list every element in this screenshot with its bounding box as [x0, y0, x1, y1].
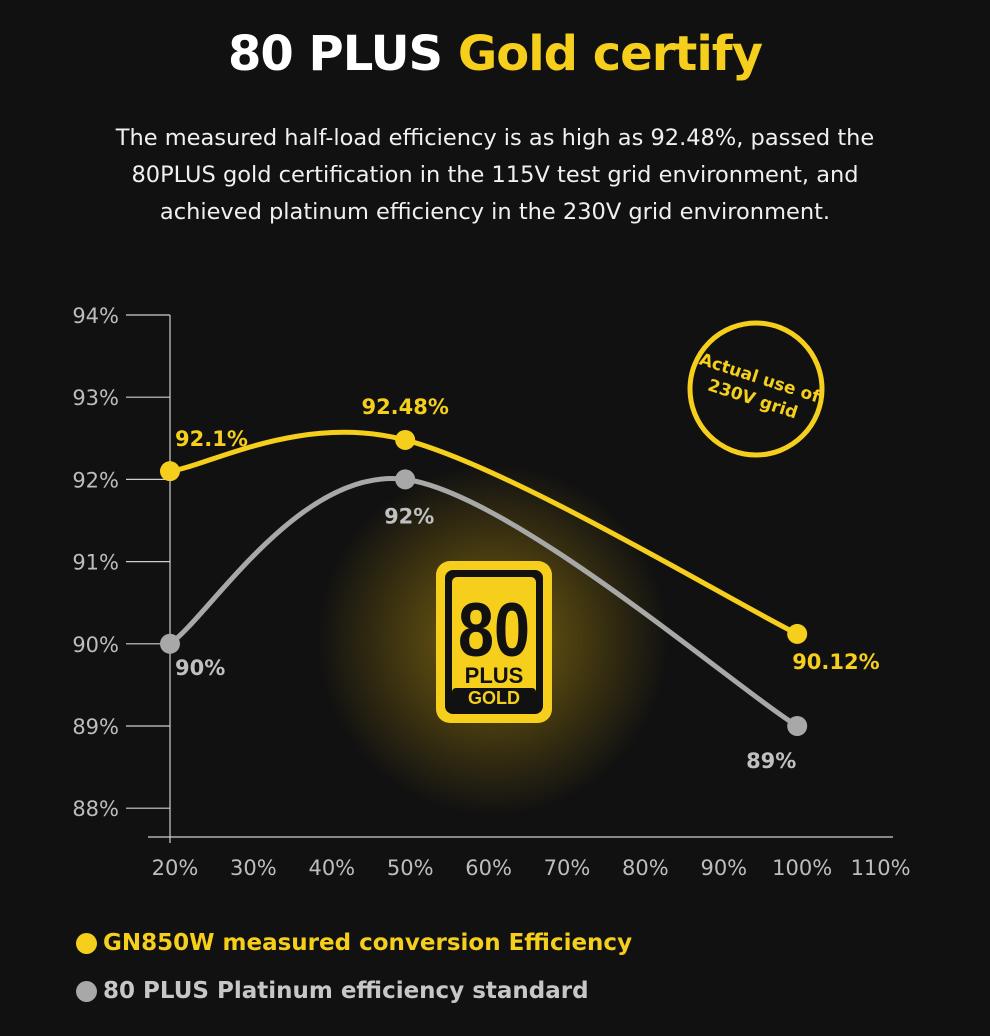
chart-axes: 94% 93% 92% 91% 90% 89% 88% 20% 30% 40% 50% 60% 70% 8…: [72, 304, 910, 880]
80-plus-gold-logo: 80 PLUS GOLD: [436, 561, 552, 723]
x-tick-label: 80%: [622, 856, 669, 880]
data-label-standard: 90%: [175, 656, 225, 680]
series-line-measured: [167, 429, 800, 637]
data-label-standard: 92%: [384, 504, 434, 528]
data-point-measured: [160, 461, 180, 482]
data-point-measured: [395, 429, 416, 450]
y-tick-label: 93%: [72, 386, 119, 410]
legend-label-standard: 80 PLUS Platinum efficiency standard: [103, 978, 589, 1004]
legend-item-standard: 80 PLUS Platinum efficiency standard: [76, 978, 589, 1004]
data-point-measured: [787, 623, 808, 644]
x-tick-label: 90%: [700, 856, 747, 880]
data-point-standard: [395, 469, 416, 490]
y-tick-label: 89%: [72, 715, 119, 739]
230v-grid-badge: Actual use of 230V grid: [687, 320, 825, 458]
x-tick-label: 110%: [851, 856, 911, 880]
y-tick-label: 88%: [72, 797, 119, 821]
legend-dot-gold: [76, 932, 97, 954]
y-tick-label: 90%: [72, 633, 119, 657]
legend-dot-gray: [76, 980, 97, 1002]
efficiency-chart: 94% 93% 92% 91% 90% 89% 88% 20% 30% 40% 50% 60% 70% 8…: [72, 304, 910, 880]
title-white: 80 PLUS: [228, 26, 443, 82]
data-label-measured: 92.48%: [361, 395, 448, 419]
x-tick-label: 100%: [772, 856, 832, 880]
x-tick-label: 40%: [308, 856, 355, 880]
y-tick-label: 92%: [72, 468, 119, 492]
x-tick-label: 20%: [152, 856, 199, 880]
logo-number: 80: [458, 588, 530, 673]
page-title: 80 PLUS Gold certify: [0, 26, 990, 82]
data-label-measured: 92.1%: [175, 427, 248, 451]
data-label-measured: 90.12%: [792, 650, 879, 674]
y-tick-label: 91%: [72, 551, 119, 575]
chart-series: 90% 92% 89% 92.1% 92.48% 90.12%: [160, 395, 880, 773]
data-point-standard: [160, 633, 180, 654]
legend-item-measured: GN850W measured conversion Efficiency: [76, 930, 632, 956]
title-gold: Gold certify: [457, 26, 763, 82]
y-tick-label: 94%: [72, 304, 119, 328]
logo-plus: PLUS: [465, 663, 524, 688]
x-tick-label: 30%: [230, 856, 277, 880]
data-label-standard: 89%: [746, 749, 796, 773]
x-tick-label: 60%: [465, 856, 512, 880]
data-point-standard: [787, 716, 808, 736]
legend-label-measured: GN850W measured conversion Efficiency: [103, 930, 633, 956]
x-tick-label: 50%: [387, 856, 434, 880]
logo-gold: GOLD: [468, 688, 520, 708]
page-subtitle: The measured half-load efficiency is as …: [115, 125, 875, 225]
x-tick-label: 70%: [544, 856, 591, 880]
